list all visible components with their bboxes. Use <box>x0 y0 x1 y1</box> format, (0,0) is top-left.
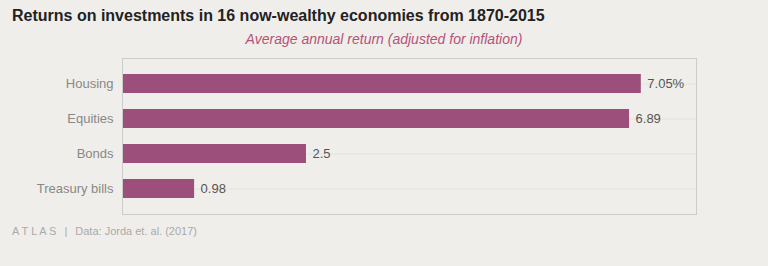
svg-text:0.98: 0.98 <box>201 181 226 196</box>
svg-text:Housing: Housing <box>66 76 114 91</box>
html-text:A T L A S: A T L A S <box>12 225 57 237</box>
svg-text:6.89: 6.89 <box>636 111 661 126</box>
html-text:Data: Jorda et. al. (2017): Data: Jorda et. al. (2017) <box>75 225 197 237</box>
svg-text:Bonds: Bonds <box>77 146 114 161</box>
svg-text:7.05%: 7.05% <box>647 76 684 91</box>
html-text:Average annual return (adjuste: Average annual return (adjusted for infl… <box>245 31 523 47</box>
html-text:Returns on investments in 16 n: Returns on investments in 16 now-wealthy… <box>12 7 545 24</box>
svg-text:2.5: 2.5 <box>312 146 330 161</box>
svg-text:Equities: Equities <box>67 111 114 126</box>
svg-text:Treasury bills: Treasury bills <box>37 181 114 196</box>
